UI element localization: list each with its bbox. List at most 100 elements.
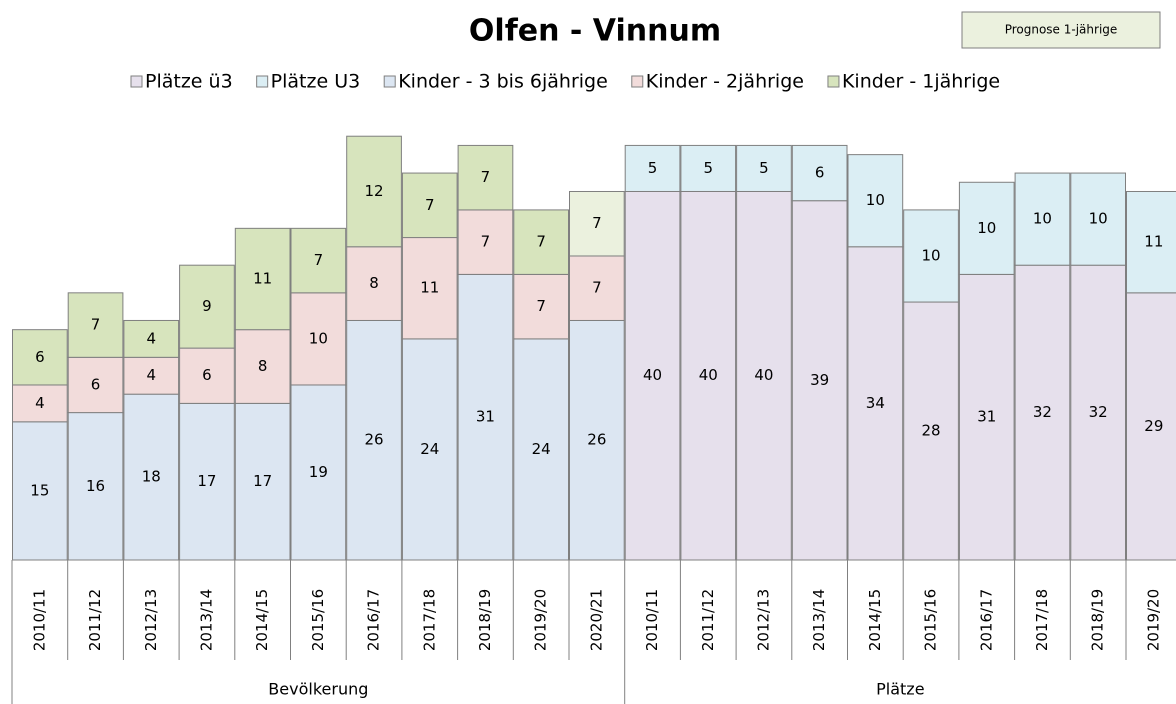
data-label: 5 <box>759 159 769 177</box>
legend-label: Plätze ü3 <box>145 71 233 93</box>
data-label: 10 <box>866 191 885 209</box>
group-label: Plätze <box>876 680 924 699</box>
bar-segment <box>513 338 569 561</box>
bar-segment <box>791 200 848 561</box>
x-tick-label: 2016/17 <box>365 589 383 651</box>
data-label: 16 <box>86 477 105 495</box>
x-tick-label: 2015/16 <box>309 589 327 651</box>
legend-swatch <box>631 75 644 88</box>
x-tick-label: 2018/19 <box>1089 589 1107 651</box>
data-label: 10 <box>977 219 996 237</box>
bar-segment <box>67 412 124 561</box>
bar-segment <box>569 190 625 257</box>
data-label: 34 <box>866 394 885 412</box>
x-tick-label: 2012/13 <box>142 589 160 651</box>
data-label: 7 <box>481 233 491 251</box>
bar-segment <box>958 273 1015 561</box>
data-label: 4 <box>35 394 45 412</box>
data-label: 11 <box>253 270 272 288</box>
bar-segment <box>457 209 514 275</box>
x-tick-label: 2011/12 <box>699 589 717 651</box>
data-label: 32 <box>1033 403 1052 421</box>
data-label: 4 <box>146 329 156 347</box>
data-label: 7 <box>425 196 435 214</box>
bar-segment <box>234 329 291 404</box>
data-label: 24 <box>420 440 439 458</box>
x-tick-label: 2018/19 <box>476 589 494 651</box>
x-tick-label: 2015/16 <box>922 589 940 651</box>
prognose-box <box>961 11 1161 49</box>
x-tick-label: 2019/20 <box>532 589 550 651</box>
bar-segment <box>1070 172 1127 266</box>
x-tick-label: 2019/20 <box>1144 589 1162 651</box>
chart-title: Olfen - Vinnum <box>469 14 721 49</box>
bar-segment <box>401 338 458 561</box>
data-label: 26 <box>587 431 606 449</box>
bar-segment <box>12 421 68 561</box>
x-tick-label: 2010/11 <box>643 589 661 651</box>
bar-segment <box>290 292 347 386</box>
data-label: 9 <box>202 297 212 315</box>
prognose-label: Prognose 1-jährige <box>1005 23 1118 37</box>
data-label: 7 <box>592 214 602 232</box>
bar-segment <box>179 347 235 404</box>
bar-segment <box>736 144 792 192</box>
legend-swatch <box>256 75 269 88</box>
group-label: Bevölkerung <box>268 680 368 699</box>
data-label: 8 <box>258 357 268 375</box>
data-label: 40 <box>699 366 718 384</box>
data-label: 28 <box>922 422 941 440</box>
bar-segment <box>847 246 904 561</box>
bar-segment <box>847 154 904 248</box>
data-label: 7 <box>536 297 546 315</box>
bar-segment <box>903 209 959 303</box>
data-label: 11 <box>420 279 439 297</box>
legend-swatch <box>383 75 396 88</box>
data-label: 5 <box>648 159 658 177</box>
data-label: 6 <box>202 366 212 384</box>
bar-segment <box>624 190 681 561</box>
bar-segment <box>346 319 402 561</box>
bar-segment <box>346 135 402 248</box>
data-label: 10 <box>922 246 941 264</box>
data-label: 15 <box>30 481 49 499</box>
data-label: 7 <box>91 316 101 334</box>
bar-segment <box>958 181 1015 275</box>
data-label: 6 <box>35 348 45 366</box>
data-label: 32 <box>1089 403 1108 421</box>
x-tick-label: 2014/15 <box>253 589 271 651</box>
data-label: 39 <box>810 371 829 389</box>
data-label: 5 <box>703 159 713 177</box>
x-tick-label: 2010/11 <box>30 589 48 651</box>
bar-segment <box>513 209 569 275</box>
data-label: 26 <box>365 431 384 449</box>
bar-segment <box>401 237 458 340</box>
x-tick-label: 2013/14 <box>197 589 215 651</box>
bar-segment <box>67 292 124 358</box>
bar-segment <box>179 402 235 561</box>
data-label: 4 <box>146 366 156 384</box>
data-label: 6 <box>91 375 101 393</box>
data-label: 6 <box>815 164 825 182</box>
data-label: 7 <box>592 279 602 297</box>
data-label: 10 <box>1033 210 1052 228</box>
bar-segment <box>513 273 569 340</box>
data-label: 10 <box>309 329 328 347</box>
data-label: 17 <box>253 472 272 490</box>
data-label: 31 <box>977 408 996 426</box>
x-tick-label: 2014/15 <box>866 589 884 651</box>
data-label: 40 <box>643 366 662 384</box>
data-label: 40 <box>754 366 773 384</box>
bar-segment <box>791 144 848 202</box>
bar-segment <box>401 172 458 239</box>
data-label: 8 <box>369 274 379 292</box>
legend-label: Kinder - 2jährige <box>646 71 804 93</box>
bar-segment <box>346 246 402 321</box>
x-tick-label: 2012/13 <box>754 589 772 651</box>
bar-segment <box>290 384 347 561</box>
data-label: 17 <box>197 472 216 490</box>
legend-swatch <box>827 75 840 88</box>
x-tick-label: 2011/12 <box>86 589 104 651</box>
bar-segment <box>569 255 625 321</box>
data-label: 10 <box>1089 210 1108 228</box>
